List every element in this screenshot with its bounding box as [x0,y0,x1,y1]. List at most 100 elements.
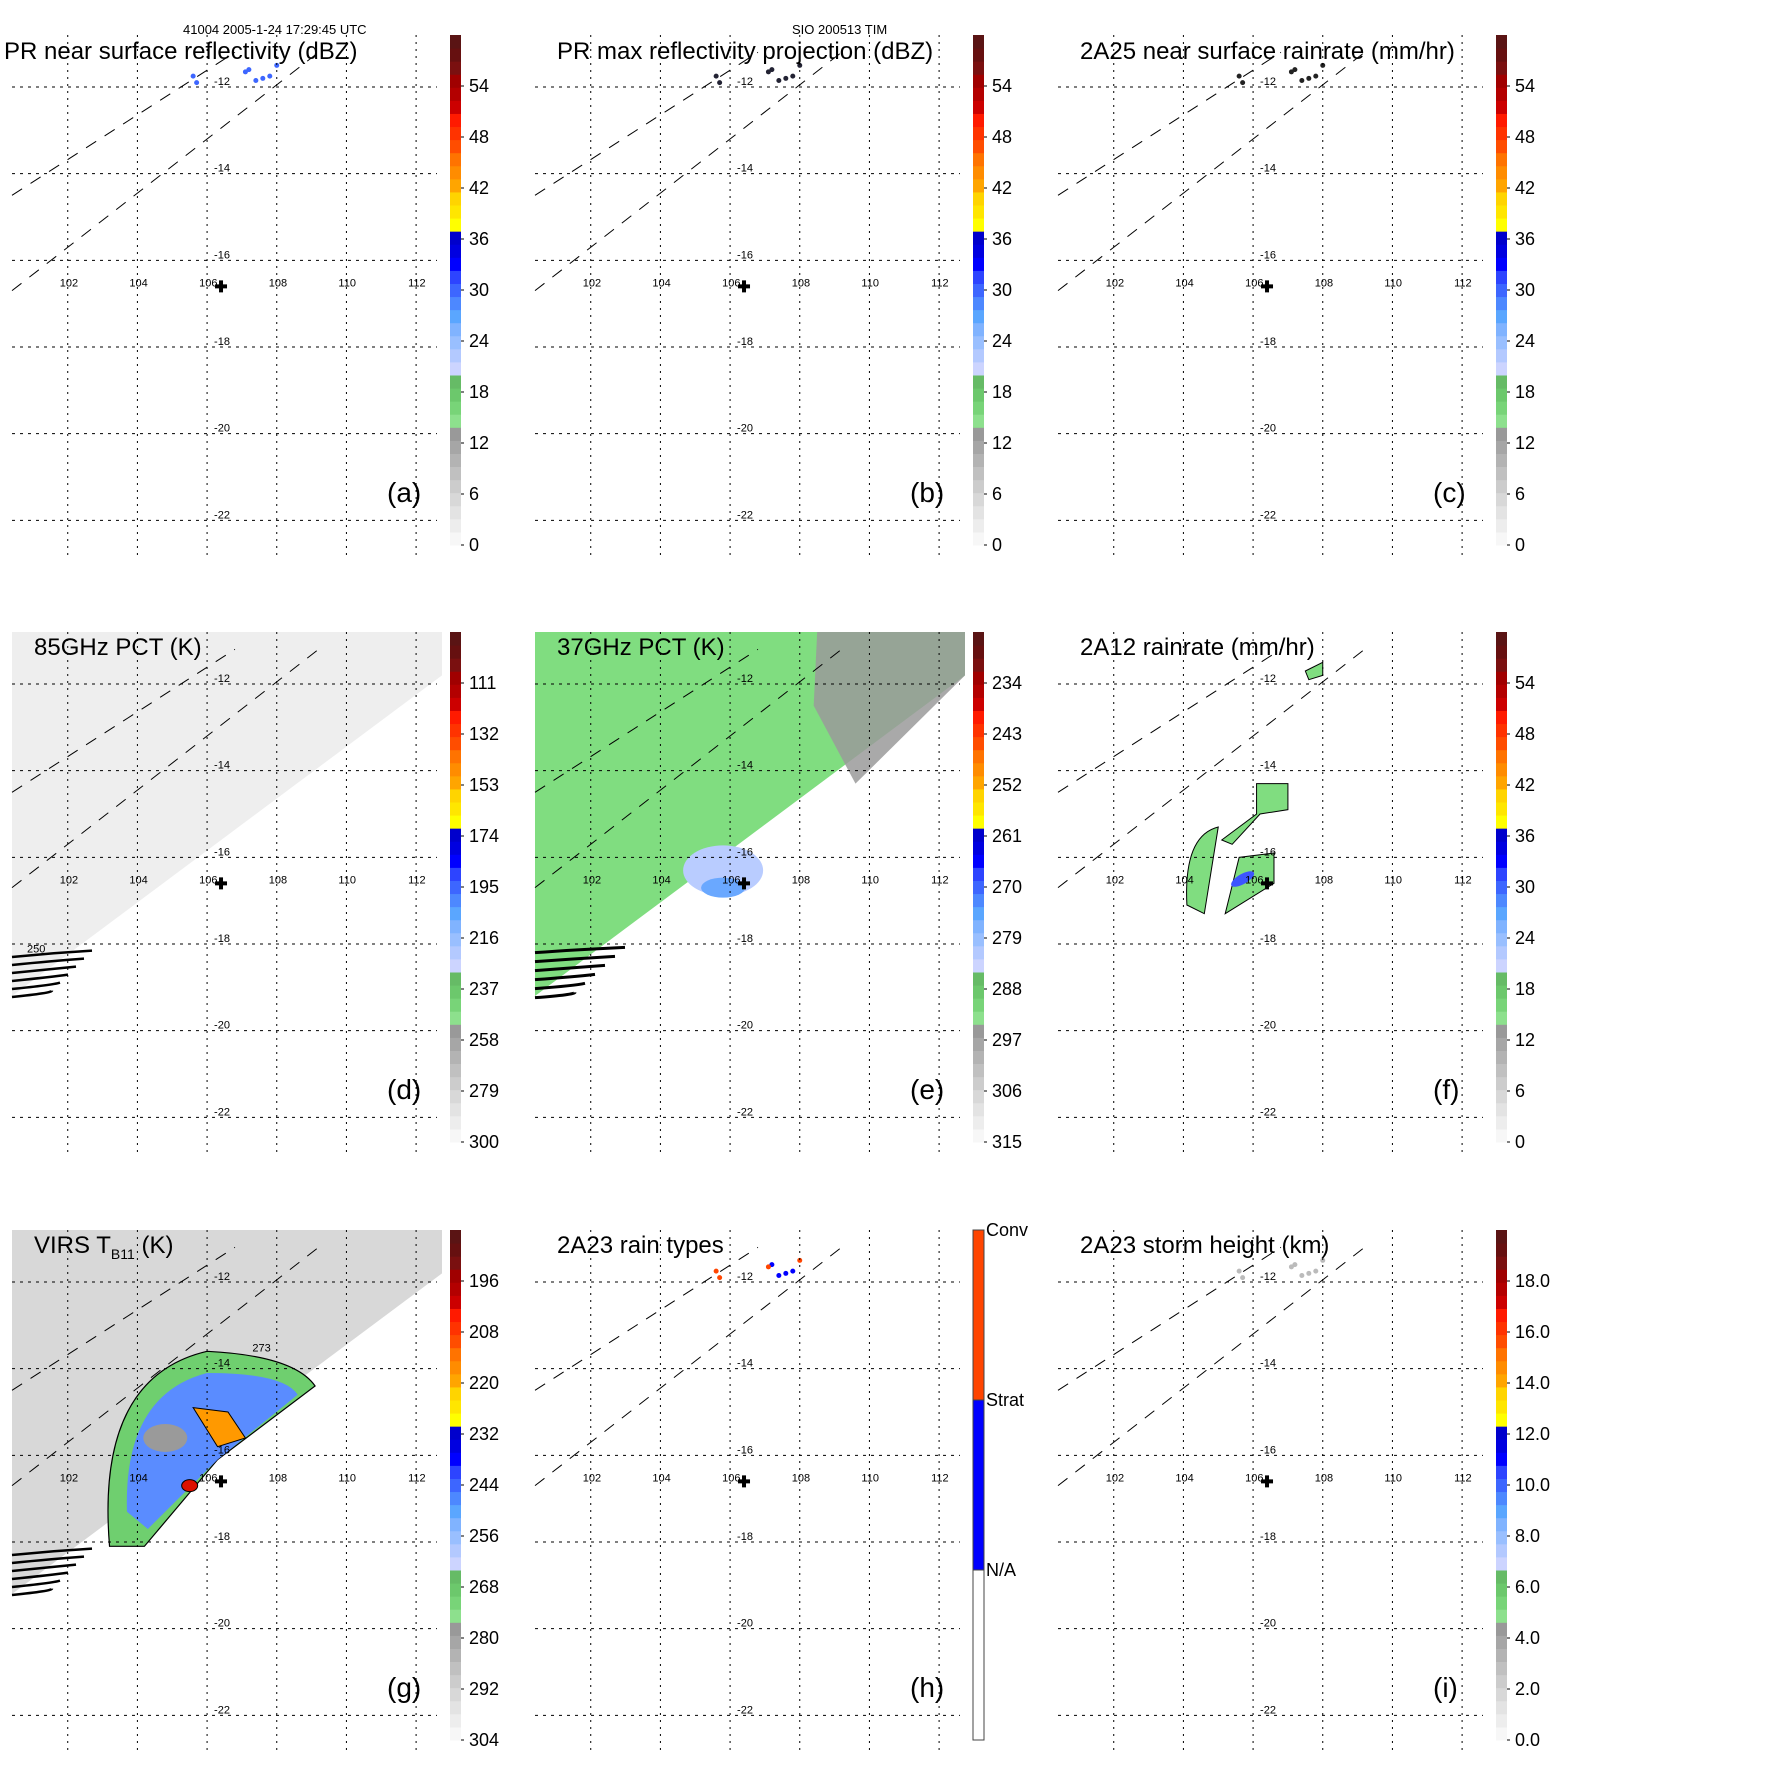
colorbar-segment [450,492,461,507]
colorbar-segment [1496,919,1507,934]
colorbar-tick-label: 10.0 [1515,1475,1550,1495]
colorbar-segment [1496,1700,1507,1715]
colorbar-segment [1496,1321,1507,1336]
colorbar-segment [1496,972,1507,986]
colorbar-segment [973,126,984,141]
colorbar-segment [450,152,461,167]
colorbar-segment [450,453,461,468]
echo-cell [717,80,723,86]
colorbar-segment [450,1609,461,1623]
colorbar-segment [450,1713,461,1728]
eye-region [143,1424,188,1452]
colorbar-segment [973,697,984,711]
echo-cell [1240,1275,1246,1281]
colorbar-segment [973,880,984,895]
colorbar-tick-label: 24 [469,331,489,351]
colorbar-segment [1496,1050,1507,1065]
lon-tick-label: 112 [931,874,949,886]
colorbar-segment [450,205,461,219]
lat-tick-label: -22 [737,1106,753,1118]
colorbar-segment [450,505,461,520]
colorbar-segment [1496,270,1507,284]
plus-icon [1261,1475,1274,1488]
echo-cell [783,1270,789,1276]
colorbar-segment [450,113,461,128]
panel-label: (i) [1433,1672,1458,1703]
colorbar-segment [450,178,461,193]
colorbar-segment [973,854,984,868]
colorbar-segment [450,283,461,298]
colorbar-tick-label: 288 [992,979,1022,999]
lon-tick-label: 104 [1175,874,1193,886]
colorbar-segment [973,87,984,101]
lat-tick-label: -14 [214,163,230,175]
colorbar-segment [1496,1089,1507,1104]
colorbar-segment [1496,1334,1507,1349]
colorbar-segment [1496,762,1507,777]
plus-icon [215,877,228,890]
colorbar-segment [973,48,984,62]
lat-tick-label: -16 [214,249,230,261]
colorbar-segment [1496,1674,1507,1689]
lon-tick-label: 104 [1175,1472,1193,1484]
colorbar-segment [450,1230,461,1244]
colorbar-segment [1496,126,1507,141]
map-svg: 102 104 106 108 110 112 -12 -14 -16 -18 -20 -22 0 6 12… [534,35,1012,555]
panel-d: 250 102 104 106 108 110 112 -12 -14 -16 -18 -20 -22 3… [11,632,572,1192]
colorbar-segment [450,139,461,154]
colorbar-segment [1496,1530,1507,1545]
panel-label: (h) [910,1672,945,1703]
lat-tick-label: -20 [214,423,230,435]
colorbar-segment [450,932,461,947]
panel-title: PR near surface reflectivity (dBZ) [4,38,358,65]
colorbar-tick-label: 216 [469,928,499,948]
lon-tick-label: 104 [129,1472,147,1484]
colorbar-tick-label: 0.0 [1515,1730,1540,1750]
panel-title: 2A23 storm height (km) [1080,1232,1330,1259]
colorbar-segment [973,958,984,973]
lon-tick-label: 102 [60,1472,78,1484]
colorbar-segment [450,958,461,973]
colorbar-tick-label: 6 [992,484,1002,504]
colorbar-segment [973,1037,984,1051]
colorbar-segment [973,322,984,337]
lat-tick-label: -22 [1260,509,1276,521]
colorbar-segment [1496,684,1507,698]
contour-line [11,1571,69,1581]
colorbar-segment [450,1439,461,1453]
colorbar-tick-label: 42 [992,178,1012,198]
colorbar-tick-label: 30 [992,280,1012,300]
colorbar-segment [973,100,984,114]
colorbar-segment [973,414,984,428]
colorbar-segment [1496,414,1507,428]
colorbar-segment [1496,191,1507,206]
lon-tick-label: 106 [1245,1472,1263,1484]
colorbar-tick-label: 174 [469,826,499,846]
colorbar-segment [450,1386,461,1401]
colorbar-segment [1496,492,1507,507]
lon-tick-label: 102 [583,1472,601,1484]
plus-icon [738,877,751,890]
colorbar-segment [450,1360,461,1375]
colorbar-tick-label: 18 [992,382,1012,402]
colorbar-segment [1496,1256,1507,1270]
colorbar-segment [450,1687,461,1702]
colorbar-segment [450,671,461,685]
colorbar-segment [973,152,984,167]
contour-label: 273 [252,1342,270,1354]
lat-tick-label: -12 [214,1271,230,1283]
colorbar-tick-label: 111 [469,673,496,693]
colorbar-segment [973,505,984,520]
contour-line [11,981,61,991]
lon-tick-label: 112 [931,1472,949,1484]
colorbar-segment [450,361,461,376]
echo-cell [797,62,803,68]
colorbar-segment [450,296,461,311]
lat-tick-label: -18 [1260,933,1276,945]
panel-a: 102 104 106 108 110 112 -12 -14 -16 -18 -20 -22 0 6 12… [4,35,572,595]
colorbar-tick-label: 42 [1515,775,1535,795]
echo-cell [1236,1268,1242,1274]
contour-line [534,945,626,955]
echo-cell [1320,62,1326,68]
colorbar-segment [1496,427,1507,441]
